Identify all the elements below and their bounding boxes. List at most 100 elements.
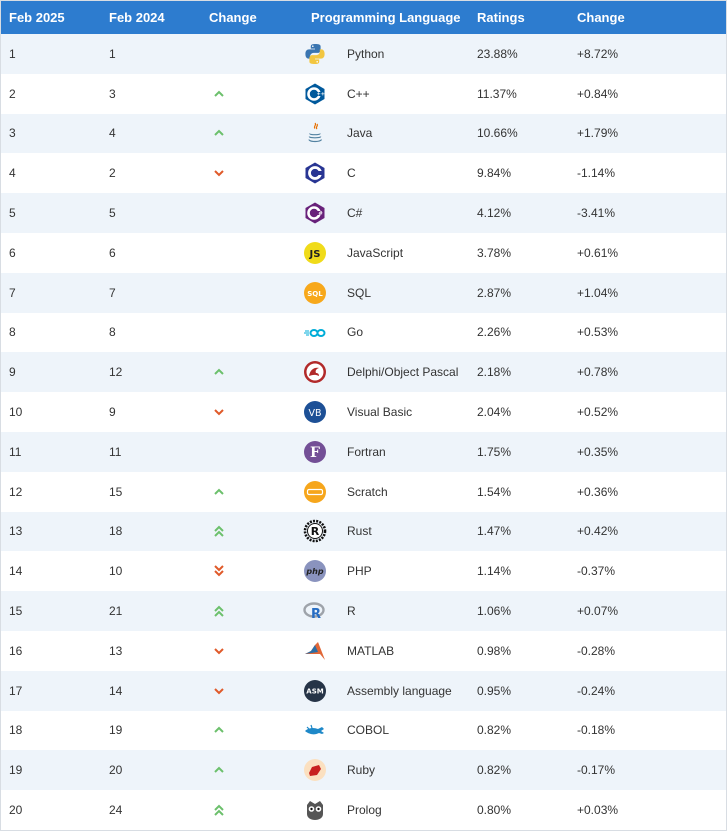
svg-text:++: ++ (317, 91, 325, 97)
assembly-icon: ASM (303, 671, 339, 711)
header-change[interactable]: Change (209, 10, 257, 25)
previous-rank: 7 (109, 285, 116, 300)
double-arrow-up-icon (209, 524, 227, 538)
rating-value: 0.98% (477, 643, 512, 658)
language-name[interactable]: Prolog (347, 803, 382, 818)
rating-change: +0.78% (577, 365, 619, 380)
language-name[interactable]: Delphi/Object Pascal (347, 365, 459, 380)
rank-change (201, 711, 303, 751)
language-name[interactable]: Java (347, 126, 373, 141)
header-ratings[interactable]: Ratings (477, 10, 525, 25)
matlab-icon (303, 631, 339, 671)
table-row[interactable]: 15 21 R R 1.06% +0.07% (1, 591, 726, 631)
table-row[interactable]: 11 11 F Fortran 1.75% +0.35% (1, 431, 726, 472)
rating-value: 9.84% (477, 166, 512, 181)
table-row[interactable]: 18 19 COBOL 0.82% -0.18% (1, 710, 726, 751)
rank-change (201, 432, 303, 472)
scratch-icon (303, 472, 339, 512)
rank-change (201, 790, 303, 830)
language-name[interactable]: Ruby (347, 763, 376, 778)
go-icon (303, 313, 339, 353)
previous-rank: 8 (109, 325, 116, 340)
current-rank: 1 (9, 46, 16, 61)
table-row[interactable]: 6 6 JS JavaScript 3.78% +0.61% (1, 232, 726, 273)
language-name[interactable]: Visual Basic (347, 405, 413, 420)
language-name[interactable]: Go (347, 325, 364, 340)
language-name[interactable]: SQL (347, 285, 372, 300)
previous-rank: 1 (109, 46, 116, 61)
language-name[interactable]: C++ (347, 86, 370, 101)
header-language[interactable]: Programming Language (311, 10, 461, 25)
rating-change: +0.07% (577, 604, 619, 619)
table-row[interactable]: 19 20 Ruby 0.82% -0.17% (1, 750, 726, 791)
current-rank: 16 (9, 643, 23, 658)
language-name[interactable]: JavaScript (347, 245, 404, 260)
rating-value: 11.37% (477, 86, 517, 101)
table-row[interactable]: 9 12 Delphi/Object Pascal 2.18% +0.78% (1, 352, 726, 393)
header-previous-rank[interactable]: Feb 2024 (109, 10, 165, 25)
language-name[interactable]: C (347, 166, 356, 181)
svg-text:JS: JS (309, 249, 321, 260)
current-rank: 17 (9, 683, 23, 698)
language-name[interactable]: C# (347, 206, 363, 221)
prolog-icon (303, 790, 339, 830)
rating-change: +0.42% (577, 524, 619, 539)
svg-text:SQL: SQL (307, 289, 323, 297)
double-arrow-up-icon (209, 802, 227, 816)
rating-change: +0.35% (577, 444, 619, 459)
previous-rank: 24 (109, 803, 123, 818)
rank-change (201, 631, 303, 671)
table-row[interactable]: 16 13 MATLAB 0.98% -0.28% (1, 630, 726, 671)
language-name[interactable]: Scratch (347, 484, 388, 499)
table-row[interactable]: 5 5 # C# 4.12% -3.41% (1, 193, 726, 233)
python-icon (303, 34, 339, 74)
language-name[interactable]: MATLAB (347, 643, 395, 658)
current-rank: 15 (9, 604, 23, 619)
table-row[interactable]: 2 3 ++ C++ 11.37% +0.84% (1, 73, 726, 114)
language-name[interactable]: COBOL (347, 723, 390, 738)
header-change-percent[interactable]: Change (577, 10, 625, 25)
rating-change: -0.18% (577, 723, 616, 738)
table-row[interactable]: 20 24 Prolog 0.80% +0.03% (1, 790, 726, 830)
table-row[interactable]: 12 15 Scratch 1.54% +0.36% (1, 471, 726, 512)
rating-change: +0.53% (577, 325, 619, 340)
language-name[interactable]: PHP (347, 564, 372, 579)
rating-value: 0.82% (477, 723, 512, 738)
c-icon (303, 153, 339, 193)
svg-text:R: R (311, 525, 320, 538)
table-row[interactable]: 13 18 R Rust 1.47% +0.42% (1, 511, 726, 552)
previous-rank: 5 (109, 206, 116, 221)
current-rank: 14 (9, 564, 23, 579)
language-name[interactable]: Rust (347, 524, 372, 539)
table-row[interactable]: 4 2 C 9.84% -1.14% (1, 153, 726, 194)
language-name[interactable]: Fortran (347, 444, 386, 459)
rating-change: +0.84% (577, 86, 619, 101)
table-row[interactable]: 8 8 Go 2.26% +0.53% (1, 312, 726, 353)
rating-value: 1.06% (477, 604, 512, 619)
arrow-down-icon (209, 683, 227, 697)
previous-rank: 15 (109, 484, 123, 499)
language-name[interactable]: R (347, 604, 356, 619)
language-name[interactable]: Python (347, 46, 385, 61)
table-row[interactable]: 10 9 VB Visual Basic 2.04% +0.52% (1, 392, 726, 432)
cpp-icon: ++ (303, 74, 339, 114)
table-row[interactable]: 17 14 ASM Assembly language 0.95% -0.24% (1, 670, 726, 711)
rank-change (201, 671, 303, 711)
current-rank: 6 (9, 245, 16, 260)
table-row[interactable]: 7 7 SQL SQL 2.87% +1.04% (1, 272, 726, 313)
table-row[interactable]: 3 4 Java 10.66% +1.79% (1, 113, 726, 154)
cobol-icon (303, 711, 339, 751)
svg-text:php: php (305, 567, 323, 576)
language-name[interactable]: Assembly language (347, 683, 452, 698)
rating-change: -1.14% (577, 166, 616, 181)
current-rank: 4 (9, 166, 16, 181)
javascript-icon: JS (303, 233, 339, 273)
table-row[interactable]: 1 1 Python 23.88% +8.72% (1, 34, 726, 74)
header-current-rank[interactable]: Feb 2025 (9, 10, 65, 25)
ruby-icon (303, 750, 339, 790)
current-rank: 5 (9, 206, 16, 221)
rank-change (201, 193, 303, 233)
rating-change: +0.36% (577, 484, 619, 499)
table-row[interactable]: 14 10 php PHP 1.14% -0.37% (1, 551, 726, 592)
rank-change (201, 233, 303, 273)
